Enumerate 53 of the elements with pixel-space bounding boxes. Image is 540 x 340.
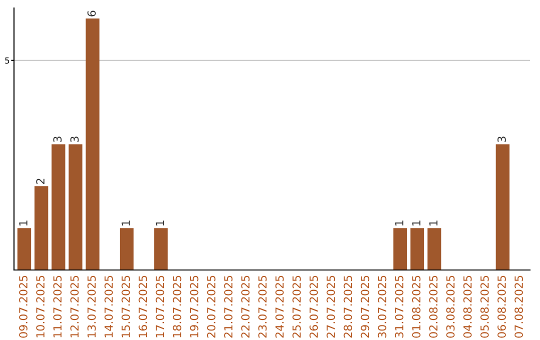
x-tick-label: 18.07.2025 (172, 276, 182, 338)
data-label: 3 (70, 136, 79, 142)
x-tick-label: 06.08.2025 (497, 276, 506, 338)
y-tick-label: 5 (5, 57, 10, 64)
data-label: 2 (36, 178, 44, 184)
data-label: 1 (156, 220, 164, 226)
x-tick-label: 24.07.2025 (275, 276, 284, 338)
x-tick-label: 07.08.2025 (514, 276, 523, 338)
bar (410, 228, 424, 270)
x-tick-label: 03.08.2025 (446, 276, 455, 338)
x-tick-label: 17.07.2025 (156, 276, 164, 338)
data-label: 1 (19, 220, 28, 226)
bar (427, 228, 442, 270)
data-label: 1 (122, 220, 130, 226)
bar (52, 144, 66, 270)
x-tick-label: 02.08.2025 (429, 276, 438, 338)
x-tick-label: 23.07.2025 (258, 276, 267, 338)
data-label: 3 (53, 136, 62, 142)
x-tick-label: 15.07.2025 (122, 276, 130, 338)
bar (496, 144, 510, 270)
x-tick-label: 27.07.2025 (326, 276, 336, 338)
x-tick-label: 10.07.2025 (36, 276, 45, 338)
x-tick-label: 21.07.2025 (224, 276, 233, 338)
data-label: 1 (429, 220, 438, 226)
bar (154, 228, 168, 270)
bar (68, 144, 82, 270)
bar (393, 228, 407, 270)
x-tick-label: 31.07.2025 (394, 276, 404, 338)
x-tick-label: 14.07.2025 (104, 276, 113, 338)
bar (86, 18, 100, 270)
x-tick-label: 04.08.2025 (463, 276, 472, 338)
data-label: 3 (497, 136, 506, 142)
bar (17, 228, 32, 270)
x-tick-label: 12.07.2025 (70, 276, 79, 338)
x-tick-label: 20.07.2025 (207, 276, 216, 338)
data-label: 1 (412, 220, 420, 226)
x-tick-label: 25.07.2025 (292, 276, 301, 338)
x-tick-label: 11.07.2025 (53, 276, 62, 338)
x-tick-label: 30.07.2025 (378, 276, 386, 338)
x-tick-label: 01.08.2025 (412, 276, 420, 338)
x-tick-label: 09.07.2025 (19, 276, 28, 338)
x-tick-label: 05.08.2025 (480, 276, 489, 338)
bar (34, 186, 48, 270)
x-tick-label: 19.07.2025 (190, 276, 198, 338)
data-label: 6 (87, 10, 96, 16)
x-tick-label: 13.07.2025 (87, 276, 96, 338)
bar (120, 228, 134, 270)
x-tick-label: 26.07.2025 (310, 276, 318, 338)
x-tick-label: 22.07.2025 (241, 276, 250, 338)
x-tick-label: 29.07.2025 (360, 276, 370, 338)
data-label: 1 (395, 220, 404, 226)
x-tick-label: 28.07.2025 (344, 276, 352, 338)
x-tick-label: 16.07.2025 (138, 276, 148, 338)
